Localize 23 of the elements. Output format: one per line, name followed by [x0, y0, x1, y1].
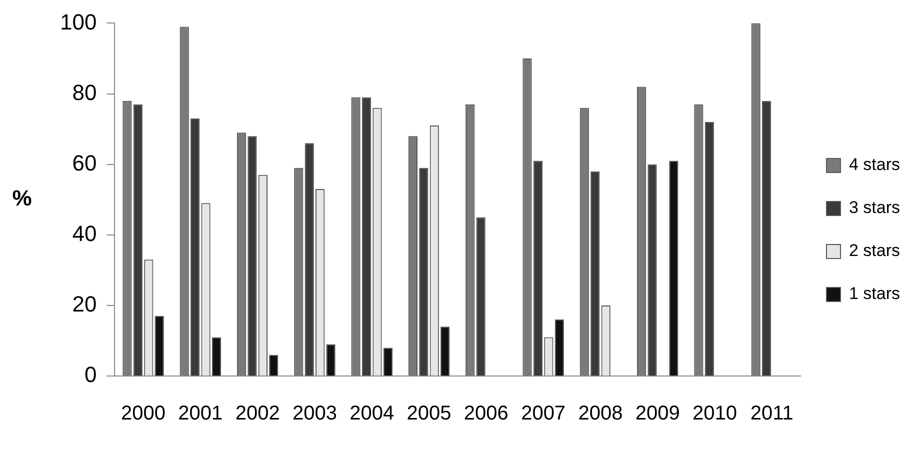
x-tick-label: 2007 [521, 402, 566, 425]
x-tick-label: 2002 [235, 402, 280, 425]
y-tick-label: 0 [84, 362, 97, 388]
legend-label: 3 stars [848, 198, 900, 218]
y-tick-label: 80 [72, 80, 97, 105]
y-tick-label: 100 [60, 9, 97, 34]
x-tick-label: 2000 [121, 402, 166, 425]
x-tick-label: 2004 [350, 402, 394, 425]
y-tick-label: 20 [72, 292, 97, 317]
x-tick-label: 2009 [635, 402, 680, 425]
x-tick-label: 2010 [692, 402, 738, 425]
y-tick-label: 40 [72, 220, 97, 246]
y-axis-title: % [12, 186, 32, 211]
x-tick-label: 2001 [178, 402, 223, 425]
x-tick-label: 2006 [464, 402, 508, 425]
legend-label: 1 stars [848, 284, 900, 304]
x-tick-label: 2011 [750, 402, 794, 425]
x-tick-label: 2003 [292, 402, 337, 425]
legend-label: 4 stars [848, 155, 900, 174]
y-tick-label: 60 [72, 150, 97, 176]
legend-label: 2 stars [848, 241, 900, 260]
x-tick-label: 2005 [406, 402, 452, 425]
x-tick-label: 2008 [578, 402, 623, 425]
